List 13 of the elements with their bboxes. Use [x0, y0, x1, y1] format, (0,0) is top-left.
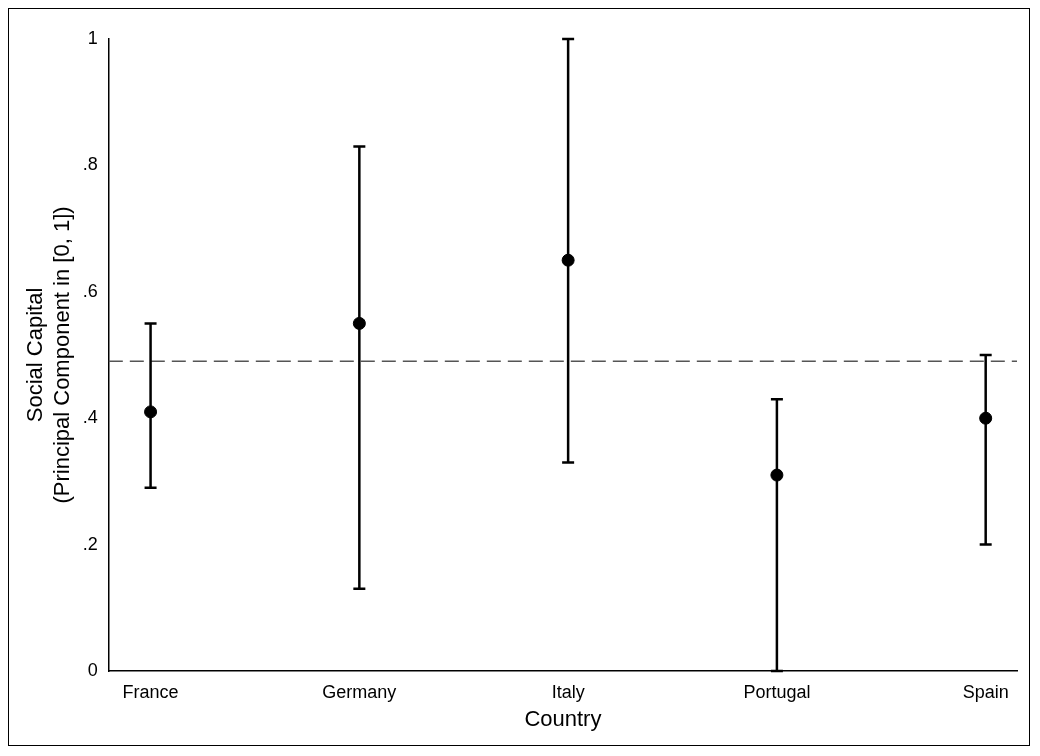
x-tick-label: France: [122, 681, 179, 702]
y-tick-label: .2: [82, 533, 98, 554]
x-tick-label: Portugal: [743, 681, 811, 702]
x-tick-label: Spain: [962, 681, 1009, 702]
y-tick-label: 1: [87, 27, 98, 48]
x-tick-label: Italy: [551, 681, 585, 702]
y-tick-label: 0: [87, 659, 98, 680]
y-tick-label: .6: [82, 280, 98, 301]
x-tick-label: Germany: [322, 681, 397, 702]
y-axis-title: Social Capital (Principal Component in [0, 1]): [22, 206, 74, 504]
x-axis-title: Country: [524, 705, 602, 731]
y-tick-label: .8: [82, 154, 98, 175]
y-tick-label: .4: [82, 407, 98, 428]
